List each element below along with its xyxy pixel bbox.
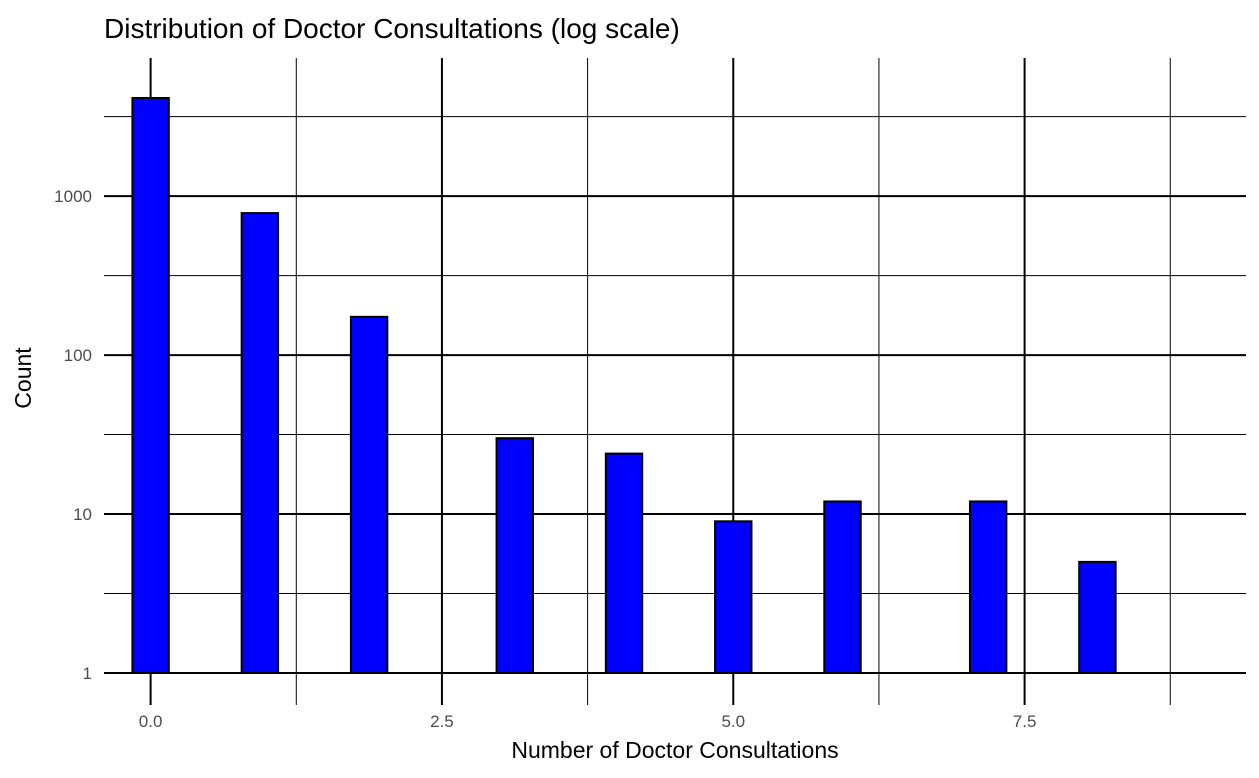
x-tick-label: 7.5 xyxy=(1013,712,1037,731)
histogram-bar-2 xyxy=(349,315,389,674)
x-axis-title: Number of Doctor Consultations xyxy=(511,737,838,763)
bars xyxy=(131,97,1225,675)
y-tick-label: 1 xyxy=(83,664,92,683)
y-axis-title: Count xyxy=(10,347,36,409)
histogram-bar-8 xyxy=(1078,560,1117,675)
chart-title: Distribution of Doctor Consultations (lo… xyxy=(104,13,680,44)
y-tick-label: 10 xyxy=(73,505,92,524)
histogram-bar-1 xyxy=(240,212,280,675)
histogram-bar-0 xyxy=(131,97,170,674)
histogram-bar-3 xyxy=(495,437,534,674)
y-tick-label: 100 xyxy=(64,346,92,365)
x-tick-label: 5.0 xyxy=(721,712,745,731)
x-tick-label: 0.0 xyxy=(139,712,163,731)
histogram-bar-6 xyxy=(823,500,862,674)
y-axis-ticks: 1 10 100 1000 xyxy=(54,187,92,683)
histogram-bar-7 xyxy=(968,500,1008,674)
histogram-bar-5 xyxy=(714,520,753,675)
x-tick-label: 2.5 xyxy=(430,712,454,731)
grid xyxy=(104,58,1246,705)
histogram-bar-4 xyxy=(604,452,644,675)
x-axis-ticks: 0.0 2.5 5.0 7.5 xyxy=(139,712,1037,731)
y-tick-label: 1000 xyxy=(54,187,92,206)
